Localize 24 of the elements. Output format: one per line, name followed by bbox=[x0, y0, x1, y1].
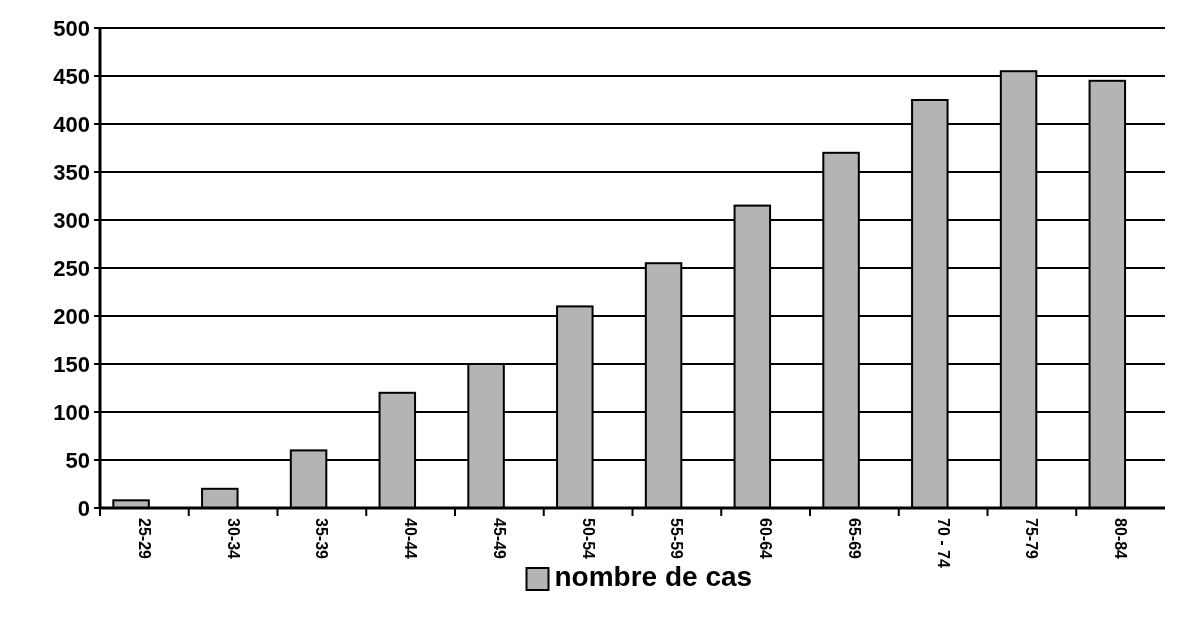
x-tick-label: 25-29 bbox=[135, 518, 153, 560]
y-tick-label: 200 bbox=[53, 303, 90, 329]
y-tick-label: 450 bbox=[53, 63, 90, 89]
y-tick-label: 100 bbox=[53, 399, 90, 425]
y-tick-label: 300 bbox=[53, 207, 90, 233]
y-tick-label: 0 bbox=[77, 495, 90, 521]
legend-label: nombre de cas bbox=[554, 561, 753, 592]
y-tick-label: 400 bbox=[53, 111, 90, 137]
x-tick-label: 40-44 bbox=[402, 518, 420, 560]
y-tick-label: 350 bbox=[53, 159, 90, 185]
y-tick-label: 250 bbox=[53, 255, 90, 281]
x-tick-label: 60-64 bbox=[757, 518, 775, 560]
x-tick-label: 30-34 bbox=[224, 518, 242, 560]
y-tick-label: 500 bbox=[53, 15, 90, 41]
x-tick-label: 35-39 bbox=[313, 518, 331, 560]
x-tick-label: 70 - 74 bbox=[934, 518, 952, 568]
x-tick-label: 50-54 bbox=[579, 518, 597, 560]
x-tick-label: 55-59 bbox=[668, 518, 686, 560]
x-tick-label: 45-49 bbox=[490, 518, 508, 560]
y-tick-label: 50 bbox=[65, 447, 90, 473]
x-tick-label: 80-84 bbox=[1112, 518, 1130, 560]
x-tick-label: 75-79 bbox=[1023, 518, 1041, 560]
x-tick-label: 65-69 bbox=[845, 518, 863, 560]
y-tick-label: 150 bbox=[53, 351, 90, 377]
